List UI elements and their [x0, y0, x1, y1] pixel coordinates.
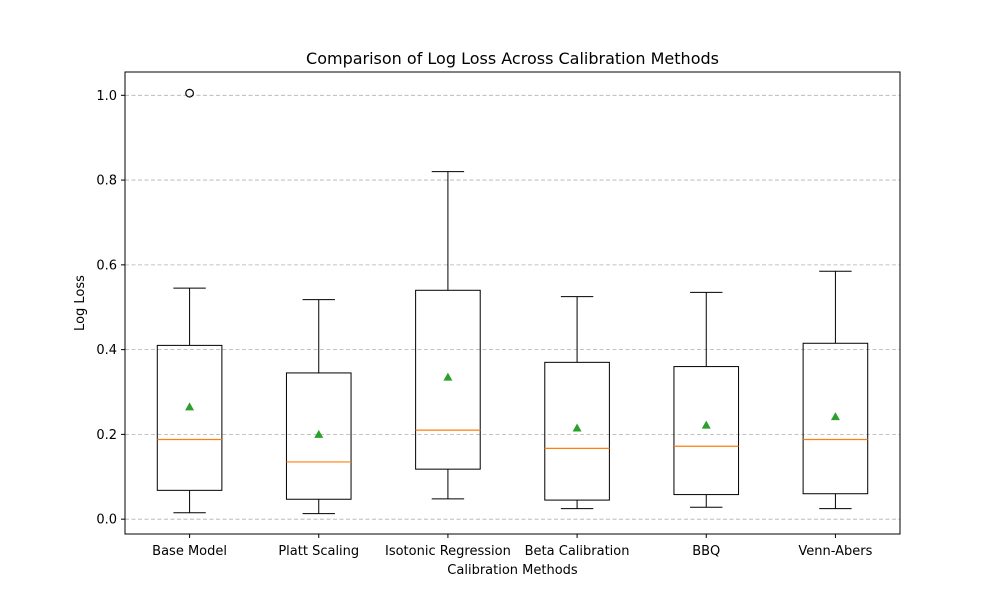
mean-marker: [572, 423, 582, 432]
box-body: [156, 344, 223, 491]
x-axis: Base Model Platt Scaling Isotonic Regressi…: [152, 534, 873, 559]
box-body: [285, 372, 352, 500]
x-tick-label: BBQ: [692, 544, 720, 559]
box-group: [544, 296, 610, 510]
mean-marker: [830, 412, 840, 421]
box-group: [802, 270, 869, 510]
x-tick-label: Base Model: [152, 544, 227, 559]
box-group: [673, 291, 740, 508]
box-group: [285, 299, 352, 515]
box-body: [673, 366, 740, 496]
box-plots: [156, 88, 869, 515]
mean-marker: [185, 402, 195, 411]
y-tick-label: 0.0: [96, 513, 117, 528]
x-tick-label: Isotonic Regression: [385, 544, 511, 559]
x-tick-label: Beta Calibration: [525, 544, 630, 559]
y-tick-label: 0.2: [96, 428, 117, 443]
y-axis: 0.0 0.2 0.4 0.6 0.8 1.0: [96, 89, 125, 528]
grid-lines: [125, 94, 900, 520]
box-group: [156, 88, 223, 514]
mean-marker: [314, 429, 324, 438]
mean-marker: [701, 420, 711, 429]
y-tick-label: 1.0: [96, 89, 117, 104]
box-body: [544, 361, 610, 501]
x-tick-label: Venn-Abers: [798, 544, 872, 559]
outlier-point: [185, 88, 194, 98]
x-tick-label: Platt Scaling: [278, 544, 359, 559]
y-tick-label: 0.8: [96, 174, 117, 189]
x-axis-label: Calibration Methods: [447, 563, 578, 578]
plot-area-frame: [124, 71, 901, 535]
box-body: [802, 342, 869, 495]
mean-marker: [443, 372, 453, 381]
box-body: [415, 289, 481, 470]
box-group: [415, 171, 481, 500]
y-tick-label: 0.6: [96, 258, 117, 273]
y-tick-label: 0.4: [96, 343, 117, 358]
chart-title: Comparison of Log Loss Across Calibratio…: [306, 49, 719, 68]
y-axis-label: Log Loss: [73, 275, 88, 331]
